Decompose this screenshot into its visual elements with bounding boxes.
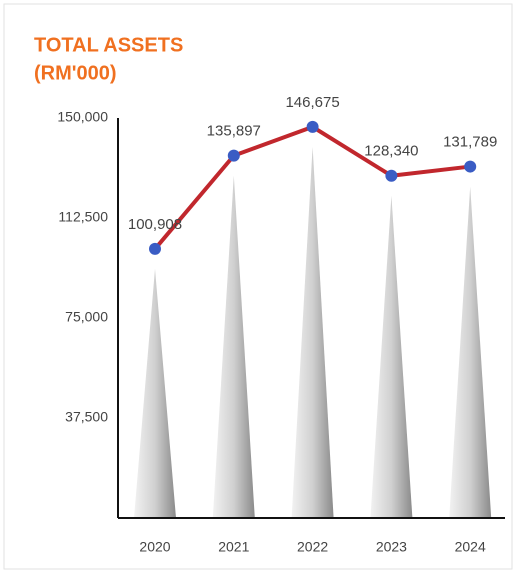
spike — [449, 187, 491, 518]
page: TOTAL ASSETS (RM'000) 37,500 75,000 112,50… — [0, 0, 516, 573]
data-label: 146,675 — [285, 94, 339, 111]
x-tick-label: 2020 — [139, 539, 170, 555]
y-tick-label: 75,000 — [65, 309, 108, 325]
chart: TOTAL ASSETS (RM'000) 37,500 75,000 112,50… — [0, 0, 516, 573]
x-tick-label: 2023 — [376, 539, 407, 555]
x-tick-label: 2024 — [455, 539, 486, 555]
data-label: 131,789 — [443, 134, 497, 151]
spike — [370, 196, 412, 518]
x-tick-label: 2021 — [218, 539, 249, 555]
data-label: 128,340 — [364, 143, 418, 160]
y-tick-label: 112,500 — [58, 209, 108, 225]
frame — [4, 4, 512, 569]
spike — [213, 176, 255, 518]
point — [307, 121, 319, 133]
y-tick-label: 150,000 — [57, 109, 108, 125]
x-tick-label: 2022 — [297, 539, 328, 555]
point — [464, 161, 476, 173]
point — [149, 243, 161, 255]
data-label: 100,908 — [128, 216, 182, 233]
chart-title: (RM'000) — [34, 62, 117, 84]
spike — [134, 269, 176, 518]
point — [228, 150, 240, 162]
y-tick-label: 37,500 — [65, 409, 108, 425]
spike — [292, 147, 334, 518]
point — [385, 170, 397, 182]
data-label: 135,897 — [207, 123, 261, 140]
chart-title: TOTAL ASSETS — [34, 34, 183, 56]
